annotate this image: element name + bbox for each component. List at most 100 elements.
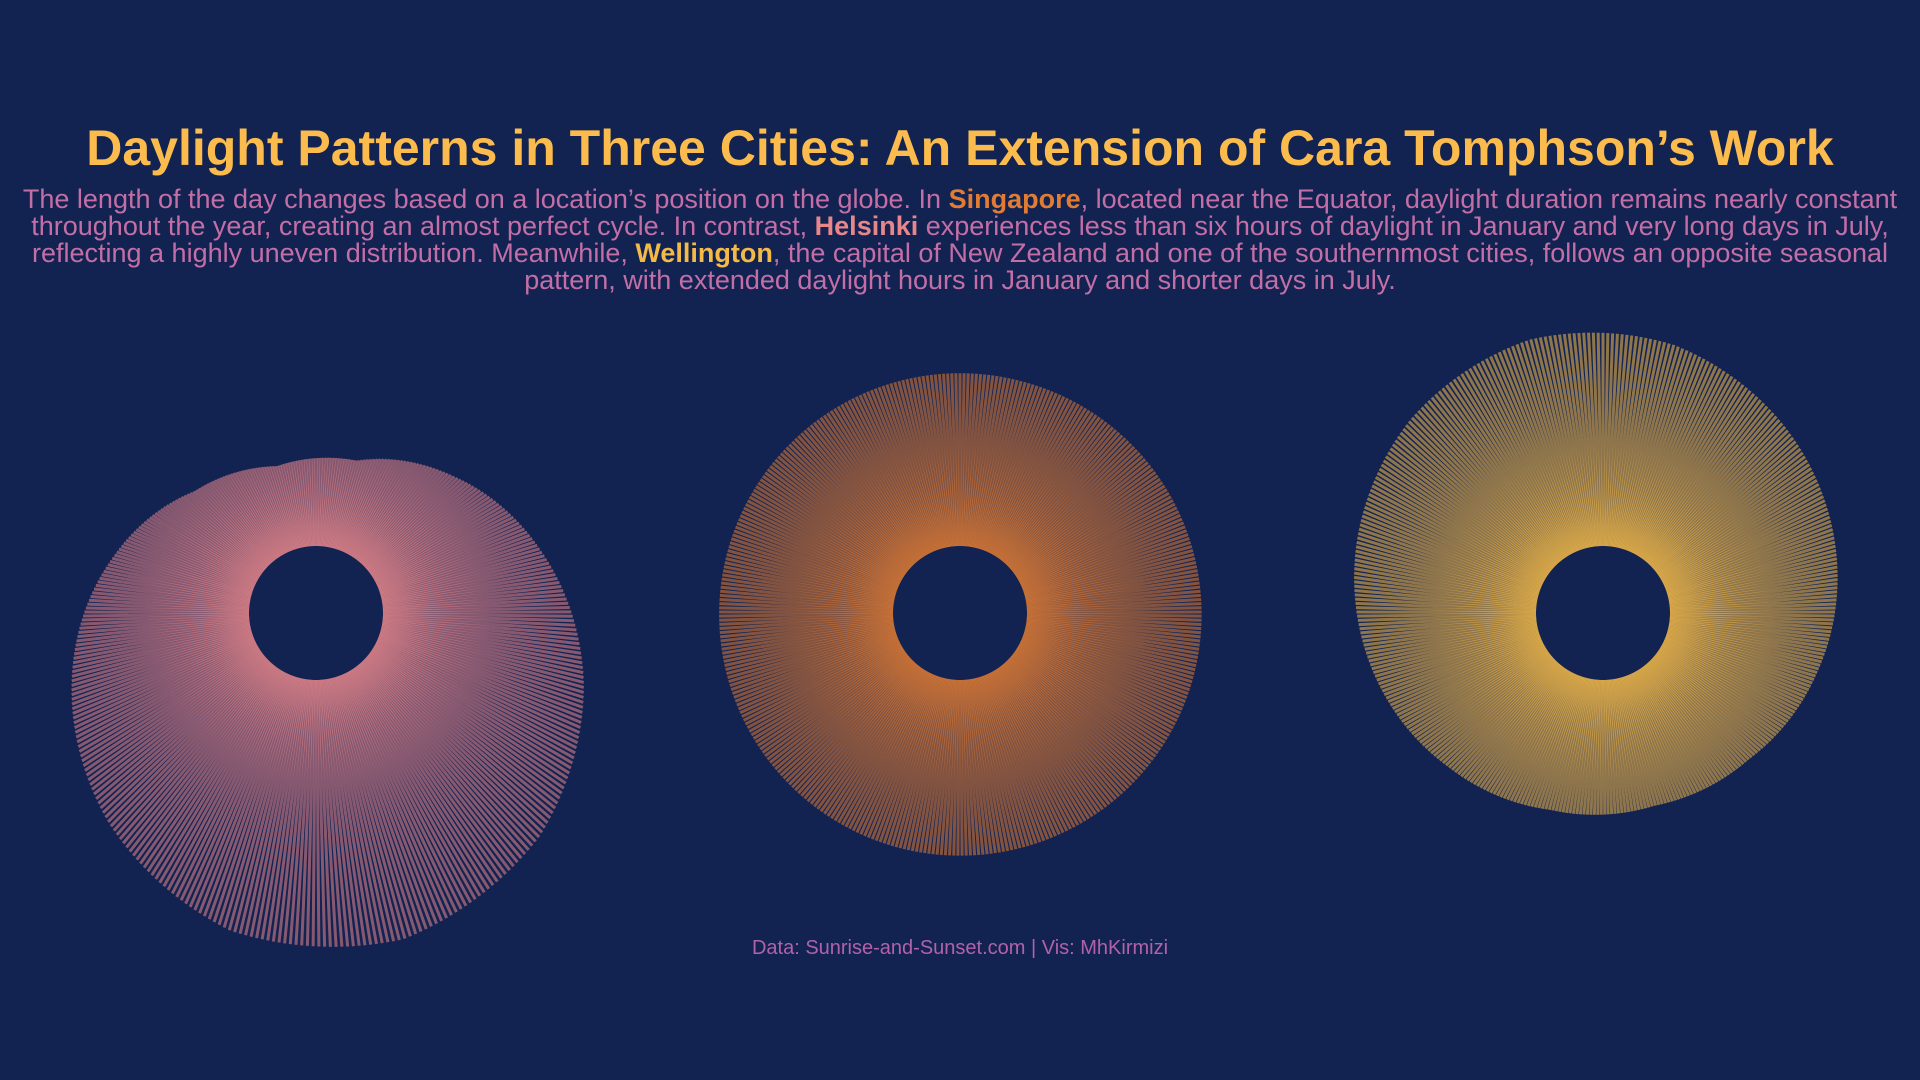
daylight-ray	[1630, 367, 1722, 554]
daylight-ray	[1641, 666, 1725, 780]
daylight-ray	[759, 649, 906, 751]
daylight-ray	[368, 487, 478, 574]
daylight-ray	[774, 458, 910, 572]
daylight-ray	[1537, 676, 1584, 809]
daylight-ray	[73, 623, 251, 660]
daylight-ray	[826, 668, 925, 817]
daylight-ray	[730, 537, 897, 594]
daylight-ray	[1668, 622, 1826, 653]
daylight-ray	[300, 679, 315, 946]
daylight-ray	[719, 613, 894, 622]
daylight-ray	[1493, 353, 1579, 552]
daylight-ray	[315, 679, 321, 947]
daylight-ray	[724, 561, 895, 601]
daylight-ray	[1427, 399, 1562, 563]
daylight-ray	[746, 643, 902, 730]
daylight-ray	[829, 410, 926, 558]
daylight-ray	[1599, 679, 1604, 815]
daylight-ray	[959, 679, 964, 856]
daylight-ray	[1460, 662, 1561, 778]
daylight-ray	[906, 678, 948, 851]
subtitle-text-4: , the capital of New Zealand and one of …	[524, 238, 1889, 295]
daylight-ray	[377, 524, 523, 589]
daylight-ray	[1665, 523, 1833, 591]
daylight-ray	[105, 566, 251, 601]
daylight-ray	[360, 471, 446, 565]
daylight-ray	[1000, 664, 1111, 806]
daylight-ray	[1657, 471, 1815, 577]
daylight-ray	[1354, 593, 1537, 610]
daylight-ray	[1009, 451, 1141, 570]
daylight-ray	[1661, 495, 1825, 584]
daylight-ray	[1456, 375, 1570, 557]
daylight-ray	[1627, 673, 1684, 799]
daylight-ray	[363, 658, 544, 834]
daylight-ray	[1019, 506, 1178, 586]
daylight-ray	[806, 426, 919, 563]
daylight-ray	[382, 576, 558, 606]
daylight-ray	[1019, 502, 1176, 585]
daylight-ray	[902, 677, 947, 850]
daylight-ray	[336, 675, 428, 930]
daylight-ray	[1662, 499, 1826, 585]
daylight-ray	[748, 495, 903, 582]
daylight-ray	[1642, 665, 1728, 778]
daylight-ray	[375, 515, 515, 586]
daylight-ray	[1669, 616, 1832, 634]
daylight-ray	[1355, 597, 1537, 611]
daylight-ray	[1024, 629, 1194, 680]
daylight-ray	[378, 530, 528, 591]
daylight-ray	[374, 642, 578, 750]
daylight-ray	[898, 677, 945, 849]
daylight-ray	[371, 647, 571, 775]
daylight-ray	[342, 673, 453, 916]
daylight-ray	[344, 672, 463, 910]
daylight-ray	[1024, 627, 1196, 672]
daylight-ray	[374, 643, 576, 755]
daylight-ray	[1020, 513, 1181, 588]
daylight-ray	[376, 521, 520, 588]
daylight-ray	[381, 569, 554, 603]
daylight-ray	[87, 651, 263, 782]
daylight-ray	[1656, 463, 1811, 576]
daylight-ray	[991, 670, 1080, 826]
daylight-ray	[364, 656, 549, 824]
daylight-ray	[175, 672, 288, 898]
daylight-ray	[1357, 532, 1540, 594]
daylight-ray	[109, 559, 252, 599]
daylight-ray	[1364, 505, 1543, 588]
daylight-ray	[1643, 664, 1734, 774]
daylight-ray	[1667, 553, 1837, 599]
daylight-ray	[382, 606, 570, 614]
daylight-ray	[766, 652, 908, 761]
daylight-ray	[1003, 431, 1121, 564]
daylight-ray	[71, 627, 252, 674]
daylight-ray	[347, 670, 477, 900]
daylight-ray	[1648, 425, 1787, 567]
daylight-ray	[255, 678, 306, 939]
daylight-ray	[948, 679, 959, 856]
daylight-ray	[233, 677, 301, 933]
daylight-ray	[1434, 393, 1564, 561]
daylight-ray	[1669, 610, 1836, 615]
daylight-ray	[1631, 672, 1694, 796]
daylight-ray	[734, 636, 899, 703]
daylight-ray	[771, 461, 909, 573]
daylight-ray	[1644, 408, 1772, 563]
daylight-ray	[1638, 668, 1716, 785]
daylight-ray	[803, 663, 919, 800]
daylight-ray	[91, 653, 265, 791]
daylight-ray	[963, 373, 978, 547]
daylight-ray	[72, 626, 251, 669]
daylight-ray	[722, 569, 895, 603]
daylight-ray	[1476, 666, 1565, 787]
daylight-ray	[116, 550, 253, 595]
daylight-ray	[1025, 622, 1199, 655]
daylight-ray	[1669, 602, 1837, 612]
daylight-ray	[380, 557, 548, 600]
daylight-ray	[76, 643, 258, 744]
subtitle-text-1: The length of the day changes based on a…	[22, 184, 949, 214]
daylight-ray	[785, 658, 913, 783]
daylight-ray	[1435, 655, 1554, 760]
daylight-ray	[1668, 565, 1838, 602]
